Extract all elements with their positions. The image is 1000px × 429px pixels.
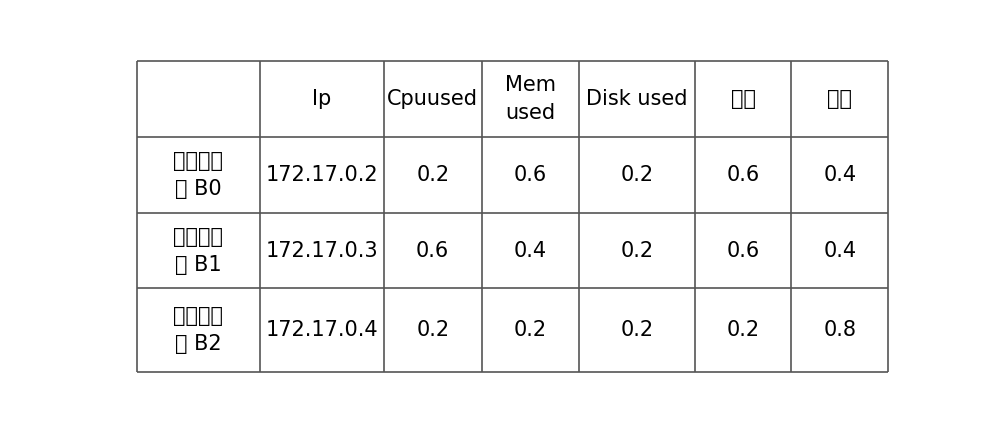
Text: 0.2: 0.2 [514, 320, 547, 340]
Text: 0.4: 0.4 [823, 165, 856, 185]
Text: 权重: 权重 [827, 89, 852, 109]
Text: 0.2: 0.2 [620, 241, 654, 261]
Text: 0.2: 0.2 [620, 165, 654, 185]
Text: 0.6: 0.6 [726, 241, 760, 261]
Text: 服务提供
端 B2: 服务提供 端 B2 [173, 306, 223, 354]
Text: 服务提供
端 B1: 服务提供 端 B1 [173, 227, 223, 275]
Text: 服务提供
端 B0: 服务提供 端 B0 [173, 151, 223, 199]
Text: 0.2: 0.2 [416, 165, 449, 185]
Text: 0.8: 0.8 [823, 320, 856, 340]
Text: Ip: Ip [312, 89, 332, 109]
Text: 0.6: 0.6 [726, 165, 760, 185]
Text: 172.17.0.2: 172.17.0.2 [266, 165, 378, 185]
Text: 0.6: 0.6 [416, 241, 449, 261]
Text: 0.2: 0.2 [726, 320, 760, 340]
Text: 172.17.0.3: 172.17.0.3 [266, 241, 378, 261]
Text: 0.6: 0.6 [514, 165, 547, 185]
Text: 负载: 负载 [731, 89, 756, 109]
Text: 172.17.0.4: 172.17.0.4 [266, 320, 378, 340]
Text: 0.4: 0.4 [514, 241, 547, 261]
Text: 0.2: 0.2 [620, 320, 654, 340]
Text: 0.2: 0.2 [416, 320, 449, 340]
Text: Disk used: Disk used [586, 89, 688, 109]
Text: 0.4: 0.4 [823, 241, 856, 261]
Text: Cpuused: Cpuused [387, 89, 478, 109]
Text: Mem
used: Mem used [505, 76, 556, 124]
